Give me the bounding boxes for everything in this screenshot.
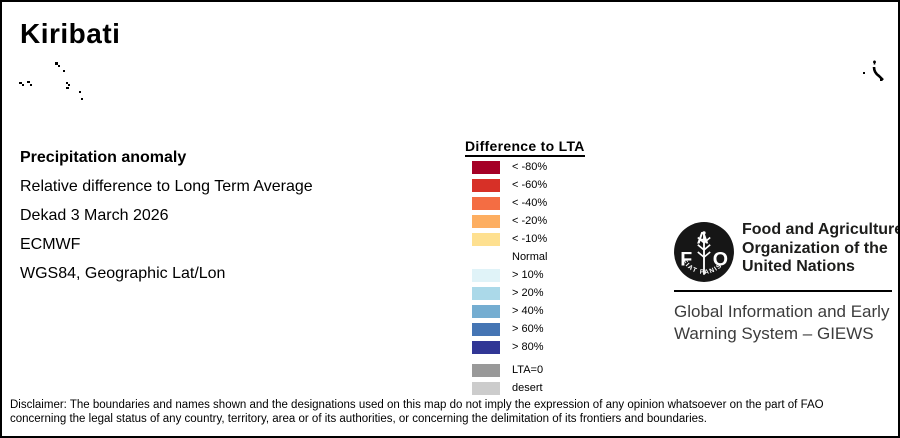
info-line-subtitle: Relative difference to Long Term Average (20, 178, 313, 195)
legend-swatch (472, 214, 500, 228)
legend-row: > 20% (464, 284, 547, 302)
legend: < -80% < -60% < -40% < -20% < -10% Normal > 10… (464, 158, 547, 397)
island-dot (66, 82, 68, 84)
legend-row: < -20% (464, 212, 547, 230)
island-dot (19, 82, 22, 84)
island-dot (55, 62, 58, 65)
fao-org-name: Food and Agriculture Organization of the… (742, 221, 900, 277)
island-dot (22, 84, 24, 86)
island-dot (30, 84, 32, 86)
info-line-source: ECMWF (20, 236, 81, 253)
fao-logo-letter-a: A (697, 229, 709, 248)
island-dot (79, 91, 81, 93)
legend-swatch (472, 322, 500, 336)
fao-org-name-line: Food and Agriculture (742, 221, 900, 238)
fao-logo-icon: F A O FIAT PANIS (674, 222, 734, 282)
legend-label: < -60% (512, 179, 548, 191)
legend-row: > 10% (464, 266, 547, 284)
disclaimer-line: Disclaimer: The boundaries and names sho… (10, 399, 824, 411)
legend-swatch (472, 268, 500, 282)
legend-swatch (472, 160, 500, 174)
legend-label: > 80% (512, 341, 544, 353)
legend-label: < -10% (512, 233, 548, 245)
legend-label: LTA=0 (512, 364, 544, 376)
legend-label: desert (512, 382, 543, 394)
island-dot (58, 65, 60, 67)
legend-row: < -40% (464, 194, 547, 212)
info-line-dekad: Dekad 3 March 2026 (20, 207, 169, 224)
map-title: Kiribati (20, 18, 121, 49)
kiritimati-island (863, 60, 884, 81)
legend-title: Difference to LTA (465, 138, 585, 157)
fao-org-name-line: United Nations (742, 258, 855, 275)
island-dot (63, 70, 65, 72)
giews-label-line: Warning System – GIEWS (674, 324, 874, 343)
giews-label: Global Information and Early Warning Sys… (674, 301, 889, 345)
legend-swatch (472, 196, 500, 210)
legend-row: > 60% (464, 320, 547, 338)
legend-label: > 10% (512, 269, 544, 281)
info-block: Precipitation anomaly Relative differenc… (20, 143, 313, 288)
fao-logo-letter-o: O (713, 248, 728, 270)
legend-label: < -40% (512, 197, 548, 209)
legend-swatch (472, 340, 500, 354)
fao-logo-letter-f: F (680, 248, 692, 270)
legend-label: > 20% (512, 287, 544, 299)
info-line-projection: WGS84, Geographic Lat/Lon (20, 265, 226, 282)
island-dot (68, 84, 70, 86)
legend-row: < -80% (464, 158, 547, 176)
legend-label: > 60% (512, 323, 544, 335)
fao-org-name-line: Organization of the (742, 239, 888, 257)
legend-label: Normal (512, 251, 548, 263)
legend-row: < -10% (464, 230, 547, 248)
legend-label: < -20% (512, 215, 548, 227)
fao-divider (674, 290, 892, 292)
legend-swatch (472, 286, 500, 300)
legend-row: > 40% (464, 302, 547, 320)
disclaimer-line: concerning the legal status of any count… (10, 413, 707, 425)
island-dot (27, 81, 30, 83)
legend-row: desert (464, 379, 547, 397)
island-dot (81, 98, 83, 100)
legend-swatch (472, 178, 500, 192)
island-dot (66, 87, 69, 89)
giews-label-line: Global Information and Early (674, 302, 890, 321)
disclaimer: Disclaimer: The boundaries and names sho… (10, 398, 824, 426)
legend-row: > 80% (464, 338, 547, 356)
legend-row: Normal (464, 248, 547, 266)
legend-label: > 40% (512, 305, 544, 317)
legend-swatch (472, 381, 500, 395)
info-title: Precipitation anomaly (20, 149, 187, 166)
legend-row: LTA=0 (464, 361, 547, 379)
legend-swatch (472, 304, 500, 318)
legend-row: < -60% (464, 176, 547, 194)
legend-swatch (472, 363, 500, 377)
legend-swatch (472, 232, 500, 246)
legend-label: < -80% (512, 161, 548, 173)
